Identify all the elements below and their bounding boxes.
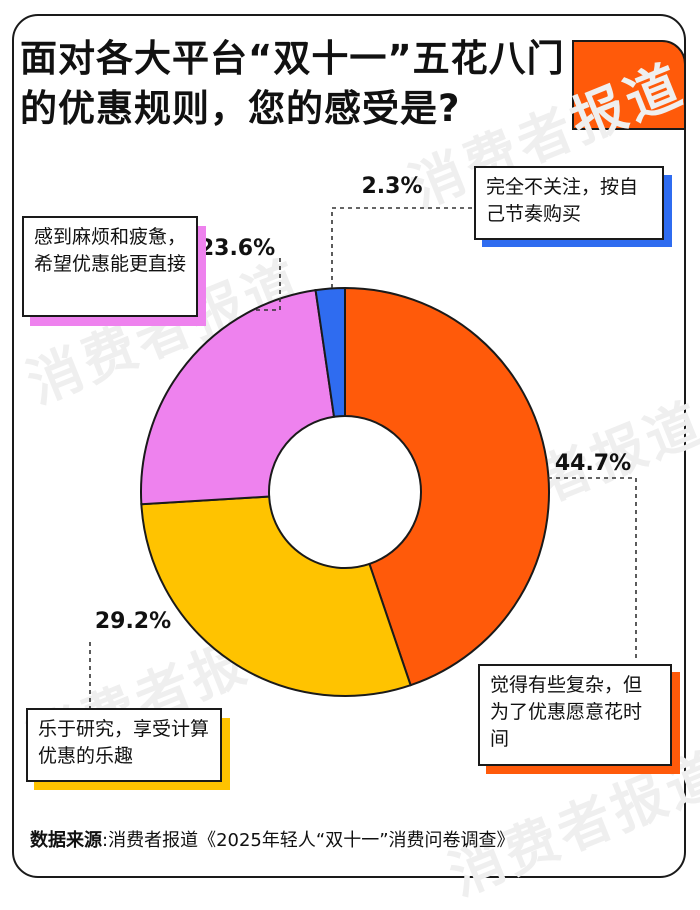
orange-label-text: 觉得有些复杂，但为了优惠愿意花时间 bbox=[490, 674, 643, 750]
yellow-label-box: 乐于研究，享受计算优惠的乐趣 bbox=[26, 708, 222, 782]
pink-slice bbox=[140, 289, 336, 506]
slice-percent-label: 2.3% bbox=[361, 174, 422, 199]
yellow-label-text: 乐于研究，享受计算优惠的乐趣 bbox=[38, 718, 210, 767]
leader-line bbox=[331, 207, 474, 288]
slice-percent-label: 29.2% bbox=[95, 609, 171, 634]
corner-tab-orange bbox=[572, 40, 684, 130]
yellow-slice bbox=[140, 495, 412, 697]
source-text: 消费者报道《2025年轻人“双十一”消费问卷调查》 bbox=[108, 830, 515, 851]
slice-percent-label: 44.7% bbox=[555, 451, 631, 476]
source-label: 数据来源 bbox=[30, 830, 102, 851]
source-line: 数据来源:消费者报道《2025年轻人“双十一”消费问卷调查》 bbox=[30, 830, 515, 851]
donut-chart: 44.7% 29.2% 23.6% 2.3% bbox=[89, 174, 637, 710]
leader-line bbox=[254, 258, 281, 311]
pink-label-text: 感到麻烦和疲惫，希望优惠能更直接 bbox=[34, 226, 187, 275]
orange-slice bbox=[344, 286, 550, 687]
slice-percent-label: 23.6% bbox=[199, 236, 275, 261]
pink-label-box: 感到麻烦和疲惫，希望优惠能更直接 bbox=[22, 216, 198, 317]
leader-line bbox=[548, 477, 637, 662]
chart-title: 面对各大平台“双十一”五花八门的优惠规则，您的感受是? bbox=[20, 37, 565, 130]
orange-label-box: 觉得有些复杂，但为了优惠愿意花时间 bbox=[478, 664, 672, 766]
blue-label-text: 完全不关注，按自己节奏购买 bbox=[486, 176, 639, 225]
blue-label-box: 完全不关注，按自己节奏购买 bbox=[474, 166, 664, 240]
blue-slice bbox=[314, 286, 346, 418]
